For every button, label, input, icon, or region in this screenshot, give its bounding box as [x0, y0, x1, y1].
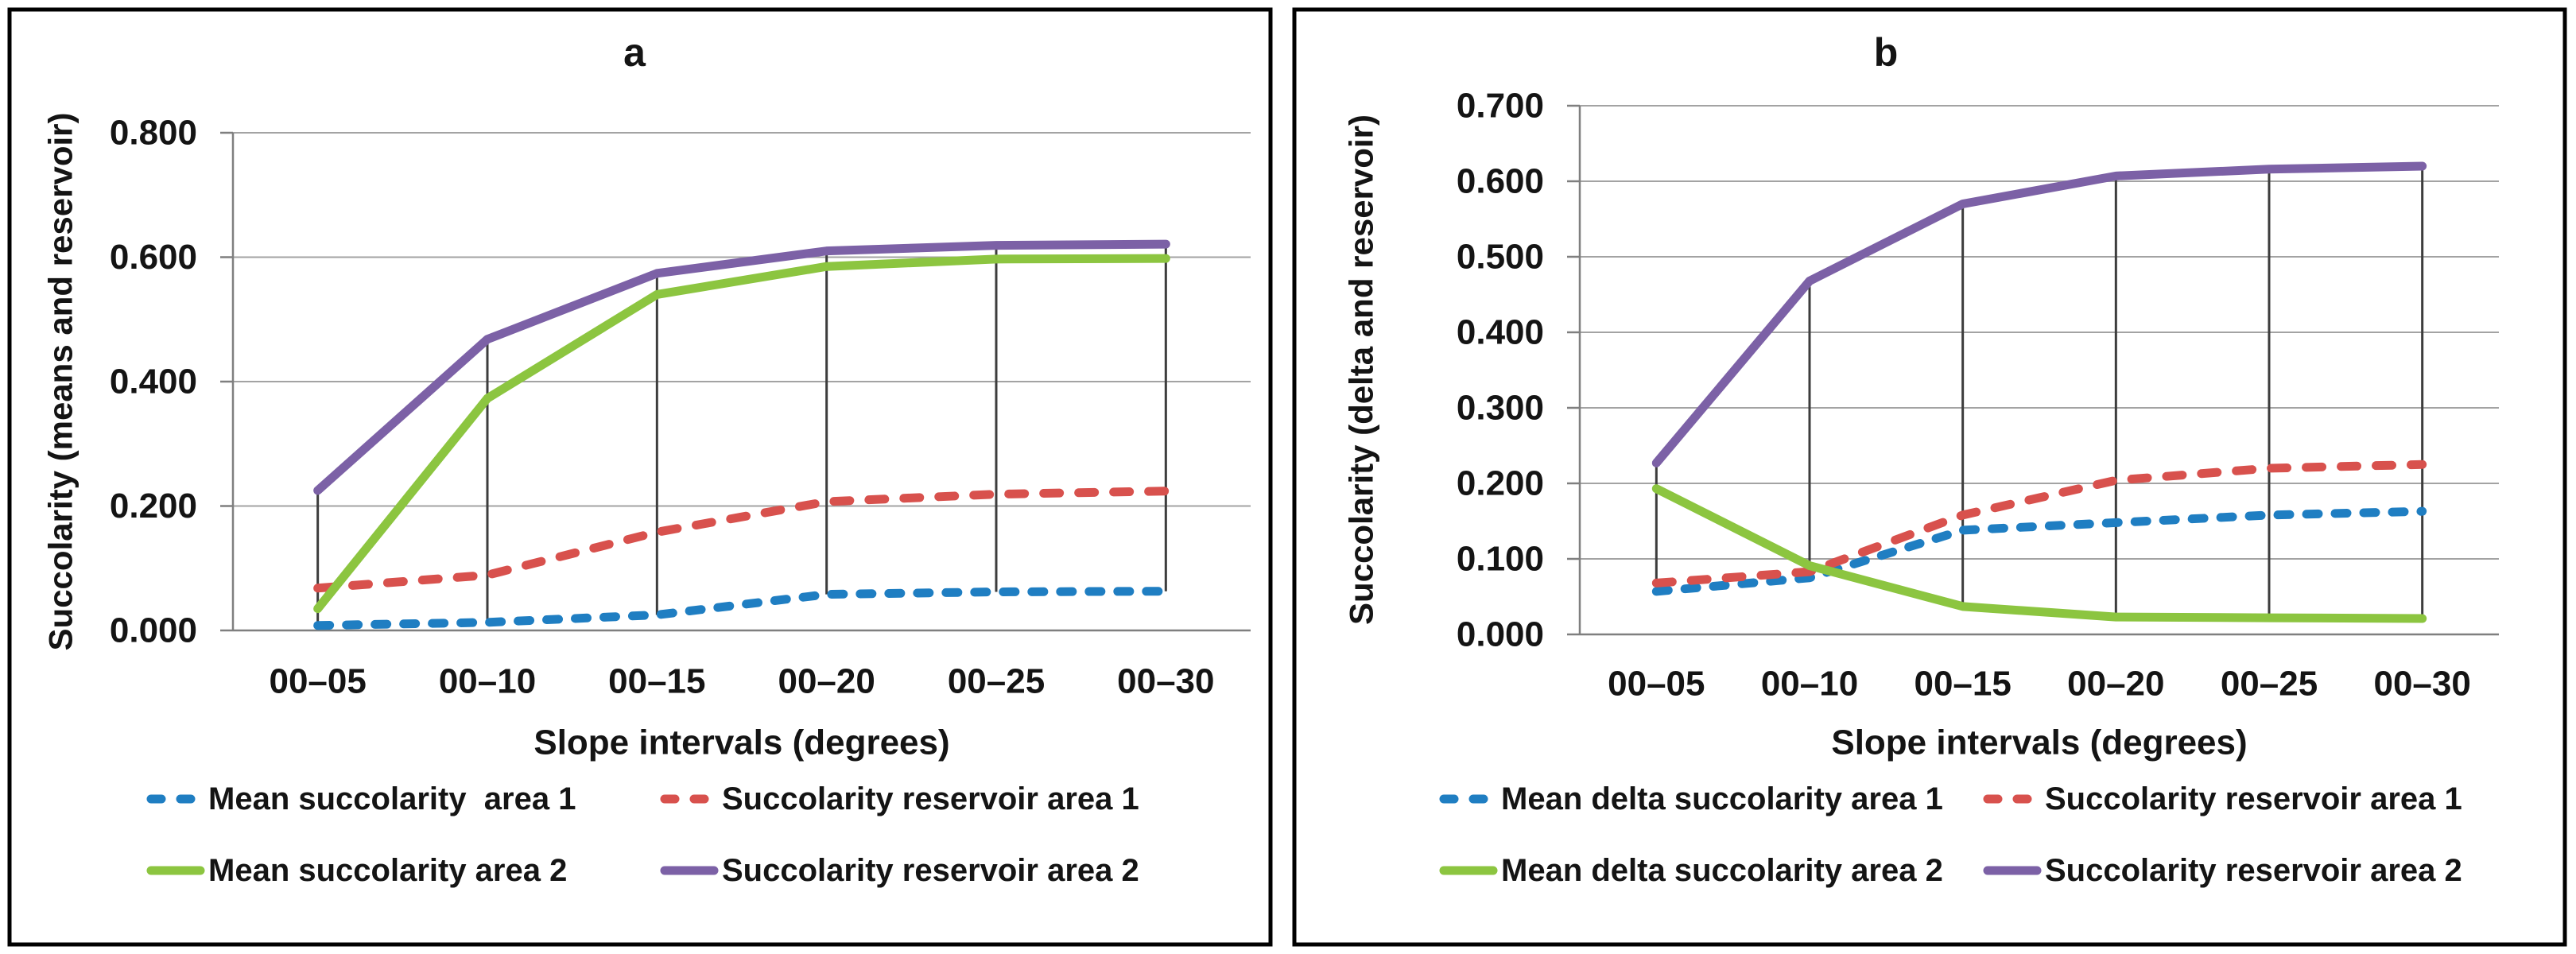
legend-label: Mean succolarity area 1 [208, 781, 576, 816]
y-tick-label: 0.300 [1457, 389, 1544, 428]
panel-title: a [623, 30, 646, 75]
x-tick-label: 00–20 [778, 662, 875, 701]
x-tick-label: 00–30 [1117, 662, 1214, 701]
legend-entry: Mean delta succolarity area 2 [1439, 853, 1943, 888]
legend-entry: Mean succolarity area 2 [146, 853, 567, 888]
legend-entry: Succolarity reservoir area 2 [660, 853, 1139, 888]
x-tick-label: 00–25 [2221, 665, 2318, 704]
series-line-succolarity-reservoir-area-2 [313, 239, 1170, 495]
x-tick-label: 00–25 [948, 662, 1045, 701]
y-tick-label: 0.600 [1457, 162, 1544, 201]
y-tick-label: 0.200 [110, 487, 197, 525]
y-tick-label: 0.800 [110, 114, 197, 153]
legend-entry: Mean succolarity area 1 [146, 781, 576, 816]
y-tick-label: 0.700 [1457, 87, 1544, 126]
legend-entry: Succolarity reservoir area 1 [1983, 781, 2462, 816]
y-tick-label: 0.000 [110, 611, 197, 650]
legend-entry: Mean delta succolarity area 1 [1439, 781, 1943, 816]
y-tick-label: 0.000 [1457, 615, 1544, 654]
x-tick-label: 00–30 [2373, 665, 2470, 704]
legend-label: Succolarity reservoir area 2 [722, 853, 1139, 888]
series-line-mean-succolarity-area-2 [313, 254, 1170, 614]
x-tick-label: 00–15 [1914, 665, 2011, 704]
y-axis-title: Succolarity (delta and reservoir) [1343, 114, 1380, 625]
series-line-succolarity-reservoir-area-1 [1651, 460, 2427, 588]
x-tick-label: 00–10 [439, 662, 536, 701]
legend-label: Succolarity reservoir area 1 [2045, 781, 2462, 816]
legend-label: Mean delta succolarity area 2 [1501, 853, 1943, 888]
series-line-mean-succolarity-area-1 [313, 587, 1170, 630]
legend-label: Mean succolarity area 2 [208, 853, 567, 888]
x-tick-label: 00–15 [608, 662, 705, 701]
y-axis-title: Succolarity (means and reservoir) [42, 113, 80, 651]
x-axis-title: Slope intervals (degrees) [533, 723, 949, 762]
legend-entry: Succolarity reservoir area 1 [660, 781, 1139, 816]
x-tick-label: 00–05 [269, 662, 366, 701]
series-line-succolarity-reservoir-area-2 [1651, 161, 2427, 467]
x-axis-title: Slope intervals (degrees) [1831, 723, 2247, 762]
y-tick-label: 0.100 [1457, 540, 1544, 579]
chart-panel-a: 0.000 0.200 0.400 0.600 0.800 00–05 00–10 00–15… [7, 7, 1273, 947]
x-tick-label: 00–10 [1761, 665, 1858, 704]
series-line-mean-delta-succolarity-area-1 [1651, 506, 2427, 596]
series-line-mean-delta-succolarity-area-2 [1651, 484, 2427, 623]
panel-border [7, 7, 1273, 947]
legend-label: Succolarity reservoir area 2 [2045, 853, 2462, 888]
y-tick-label: 0.200 [1457, 464, 1544, 503]
legend-entry: Succolarity reservoir area 2 [1983, 853, 2462, 888]
panel-title: b [1874, 30, 1899, 75]
x-tick-label: 00–05 [1608, 665, 1705, 704]
chart-panel-b: 0.000 0.100 0.200 0.300 0.400 0.500 0.600 0.700… [1292, 7, 2567, 947]
legend-label: Mean delta succolarity area 1 [1501, 781, 1943, 816]
y-tick-label: 0.400 [110, 363, 197, 401]
y-tick-label: 0.500 [1457, 238, 1544, 277]
series-line-succolarity-reservoir-area-1 [313, 487, 1170, 593]
legend-label: Succolarity reservoir area 1 [722, 781, 1139, 816]
y-tick-label: 0.600 [110, 238, 197, 277]
x-tick-label: 00–20 [2067, 665, 2164, 704]
y-tick-label: 0.400 [1457, 313, 1544, 352]
